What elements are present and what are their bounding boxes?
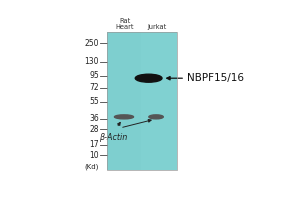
Text: 250: 250 <box>85 39 99 48</box>
Ellipse shape <box>135 74 162 82</box>
Bar <box>141 32 177 170</box>
Ellipse shape <box>115 115 134 119</box>
Text: 130: 130 <box>85 57 99 66</box>
Text: 55: 55 <box>89 97 99 106</box>
Text: NBPF15/16: NBPF15/16 <box>188 73 244 83</box>
Text: 10: 10 <box>89 151 99 160</box>
Text: (Kd): (Kd) <box>85 164 99 170</box>
Text: 28: 28 <box>90 125 99 134</box>
Text: 17: 17 <box>89 140 99 149</box>
Ellipse shape <box>149 115 163 119</box>
Text: β-Actin: β-Actin <box>99 133 127 142</box>
Bar <box>107 32 177 170</box>
Text: Rat
Heart: Rat Heart <box>116 18 134 30</box>
Bar <box>107 32 177 170</box>
Text: Jurkat: Jurkat <box>148 24 167 30</box>
Text: 36: 36 <box>89 114 99 123</box>
Text: 95: 95 <box>89 71 99 80</box>
Text: 72: 72 <box>89 83 99 92</box>
